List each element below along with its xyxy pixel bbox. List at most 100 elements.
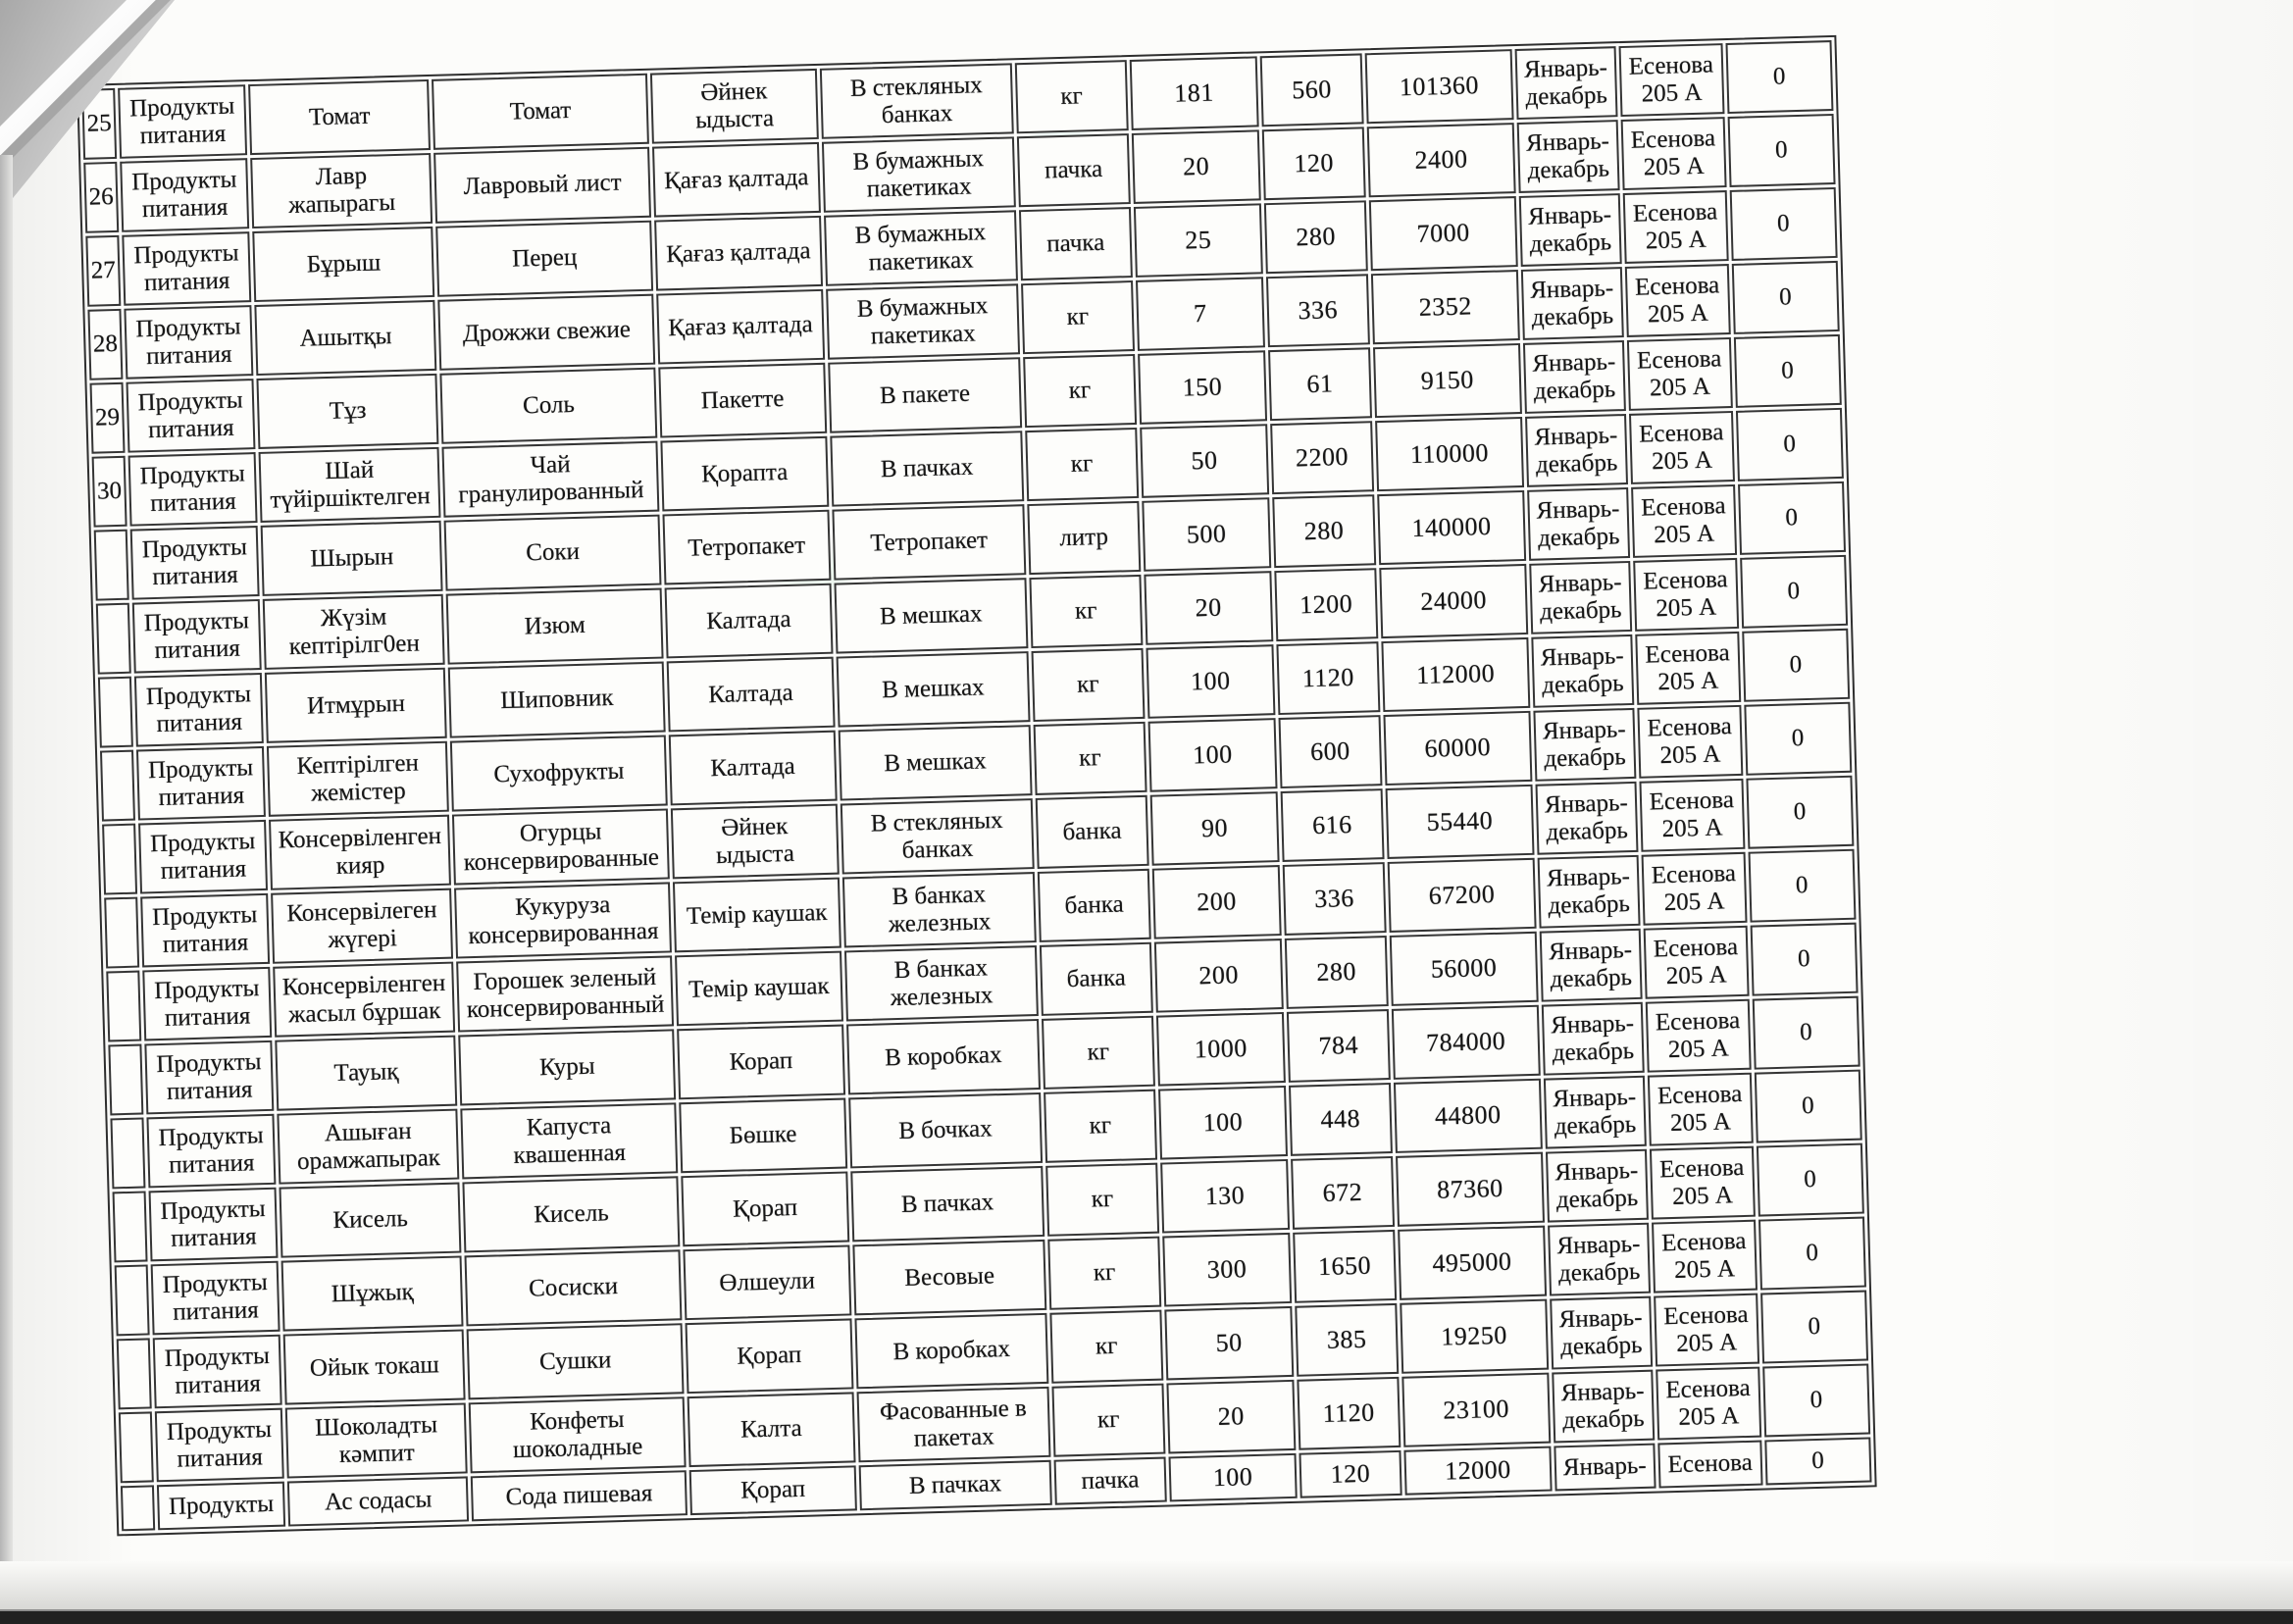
cell-pack_ru: В бочках [848, 1091, 1043, 1169]
cell-price: 385 [1295, 1302, 1400, 1377]
cell-name_kz: Ойык токаш [282, 1329, 467, 1405]
cell-qty: 100 [1157, 1085, 1288, 1160]
cell-qty: 20 [1166, 1379, 1297, 1454]
cell-period: Январь-декабрь [1545, 1148, 1649, 1223]
cell-unit: пачка [1016, 133, 1131, 208]
scanner-bottom-edge [0, 1609, 2293, 1624]
cell-price: 560 [1259, 53, 1364, 127]
cell-total: 44800 [1393, 1078, 1543, 1153]
cell-num [93, 529, 129, 601]
cell-extra: 0 [1748, 848, 1857, 923]
cell-num [95, 602, 131, 675]
cell-period: Январь-декабрь [1543, 1075, 1647, 1149]
cell-price: 784 [1286, 1009, 1391, 1083]
cell-total: 60000 [1383, 710, 1533, 787]
cell-name_ru: Перец [435, 220, 653, 297]
cell-address: Есенова 205 А [1643, 925, 1750, 999]
page-left-edge [0, 155, 13, 1587]
cell-total: 67200 [1387, 857, 1537, 933]
cell-unit: литр [1027, 500, 1142, 576]
cell-group: Продукты питания [146, 1113, 277, 1189]
products-table-body: 25 Продукты питания Томат Томат Әйнек ыдыста… [81, 40, 1872, 1532]
cell-name_kz: Жүзім кептірілг0ен [262, 593, 446, 670]
cell-group: Продукты питания [152, 1334, 282, 1409]
cell-pack_kz: Калтада [668, 730, 838, 806]
cell-pack_kz: Қағаз қалтада [651, 141, 821, 218]
cell-name_kz: Тауық [275, 1035, 458, 1111]
cell-name_ru: Лавровый лист [433, 146, 651, 224]
cell-extra: 0 [1750, 922, 1859, 996]
cell-pack_ru: В стекляных банках [819, 63, 1014, 139]
cell-period: Январь-декабрь [1533, 707, 1637, 782]
cell-name_kz: Ашытқы [254, 299, 437, 376]
cell-period: Январь-декабрь [1552, 1369, 1655, 1444]
cell-period: Январь-декабрь [1531, 634, 1634, 708]
cell-period: Январь-декабрь [1529, 560, 1632, 634]
cell-group: Продукты питания [120, 158, 250, 232]
cell-num [112, 1191, 148, 1263]
cell-unit: кг [1020, 280, 1135, 355]
cell-pack_ru: В бумажных пакетиках [823, 210, 1018, 286]
cell-pack_ru: В коробках [845, 1018, 1041, 1095]
cell-unit: кг [1022, 353, 1137, 429]
cell-name_kz: Итмұрын [264, 667, 448, 743]
cell-total: 24000 [1379, 563, 1529, 639]
cell-extra: 0 [1737, 481, 1846, 555]
cell-name_ru: Капуста квашенная [460, 1102, 679, 1180]
cell-price: 280 [1263, 200, 1368, 275]
page-bottom-shadow [0, 1561, 2293, 1612]
cell-total: 2352 [1370, 270, 1520, 345]
cell-num: 30 [91, 455, 127, 528]
cell-price: 280 [1272, 494, 1377, 569]
cell-name_ru: Горошек зеленый консервированный [456, 955, 674, 1033]
cell-num [110, 1117, 146, 1190]
cell-name_ru: Куры [458, 1029, 676, 1106]
cell-unit: кг [1051, 1383, 1166, 1457]
cell-period: Январь-декабрь [1539, 928, 1643, 1002]
cell-address: Есенова 205 А [1639, 778, 1746, 852]
cell-period: Январь-декабрь [1520, 267, 1624, 340]
cell-pack_ru: В мешках [836, 651, 1031, 728]
cell-total: 110000 [1374, 416, 1524, 492]
cell-total: 23100 [1401, 1372, 1552, 1447]
cell-group: Продукты питания [122, 231, 252, 306]
cell-unit: кг [1049, 1309, 1164, 1384]
cell-name_kz: Шұжық [280, 1255, 464, 1332]
cell-address: Есенова 205 А [1630, 483, 1737, 558]
cell-pack_kz: Темір каушак [674, 950, 843, 1027]
cell-qty: 50 [1164, 1305, 1295, 1381]
cell-total: 87360 [1395, 1151, 1545, 1227]
cell-name_ru: Соль [439, 367, 658, 444]
cell-extra: 0 [1725, 40, 1834, 115]
cell-pack_ru: В пачках [858, 1459, 1052, 1511]
cell-extra: 0 [1756, 1142, 1864, 1217]
cell-unit: пачка [1018, 207, 1133, 281]
cell-extra: 0 [1739, 554, 1848, 629]
cell-pack_kz: Калтада [664, 583, 834, 659]
cell-address: Есенова 205 А [1618, 43, 1725, 118]
cell-num [108, 1043, 144, 1116]
cell-price: 1650 [1293, 1229, 1397, 1303]
cell-unit: кг [1033, 721, 1147, 795]
cell-period: Январь-декабрь [1541, 1001, 1645, 1076]
cell-pack_kz: Тетропакет [662, 509, 832, 585]
cell-price: 1120 [1297, 1376, 1401, 1450]
cell-address: Есенова 205 А [1649, 1145, 1756, 1220]
cell-qty: 100 [1146, 644, 1276, 719]
cell-group: Продукты питания [142, 966, 273, 1041]
cell-price: 1120 [1276, 641, 1381, 716]
cell-extra: 0 [1759, 1290, 1868, 1364]
cell-group: Продукты [156, 1481, 286, 1531]
cell-pack_ru: Фасованные в пакетах [856, 1386, 1051, 1463]
cell-name_kz: Шырын [260, 520, 443, 596]
cell-unit: кг [1047, 1236, 1162, 1310]
cell-pack_kz: Пакетте [658, 362, 828, 438]
cell-pack_ru: В коробках [854, 1312, 1049, 1390]
cell-price: 2200 [1269, 421, 1374, 495]
cell-name_kz: Кисель [279, 1182, 462, 1258]
cell-address: Есенова 205 А [1632, 557, 1739, 632]
cell-address: Есенова 205 А [1628, 410, 1735, 484]
cell-total: 55440 [1385, 784, 1535, 859]
products-table: 25 Продукты питания Томат Томат Әйнек ыдыста… [76, 34, 1877, 1537]
